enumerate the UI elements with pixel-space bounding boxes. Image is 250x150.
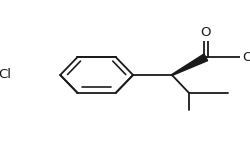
Text: OH: OH xyxy=(241,51,250,64)
Text: O: O xyxy=(200,27,210,39)
Polygon shape xyxy=(171,54,207,75)
Text: Cl: Cl xyxy=(0,69,12,81)
